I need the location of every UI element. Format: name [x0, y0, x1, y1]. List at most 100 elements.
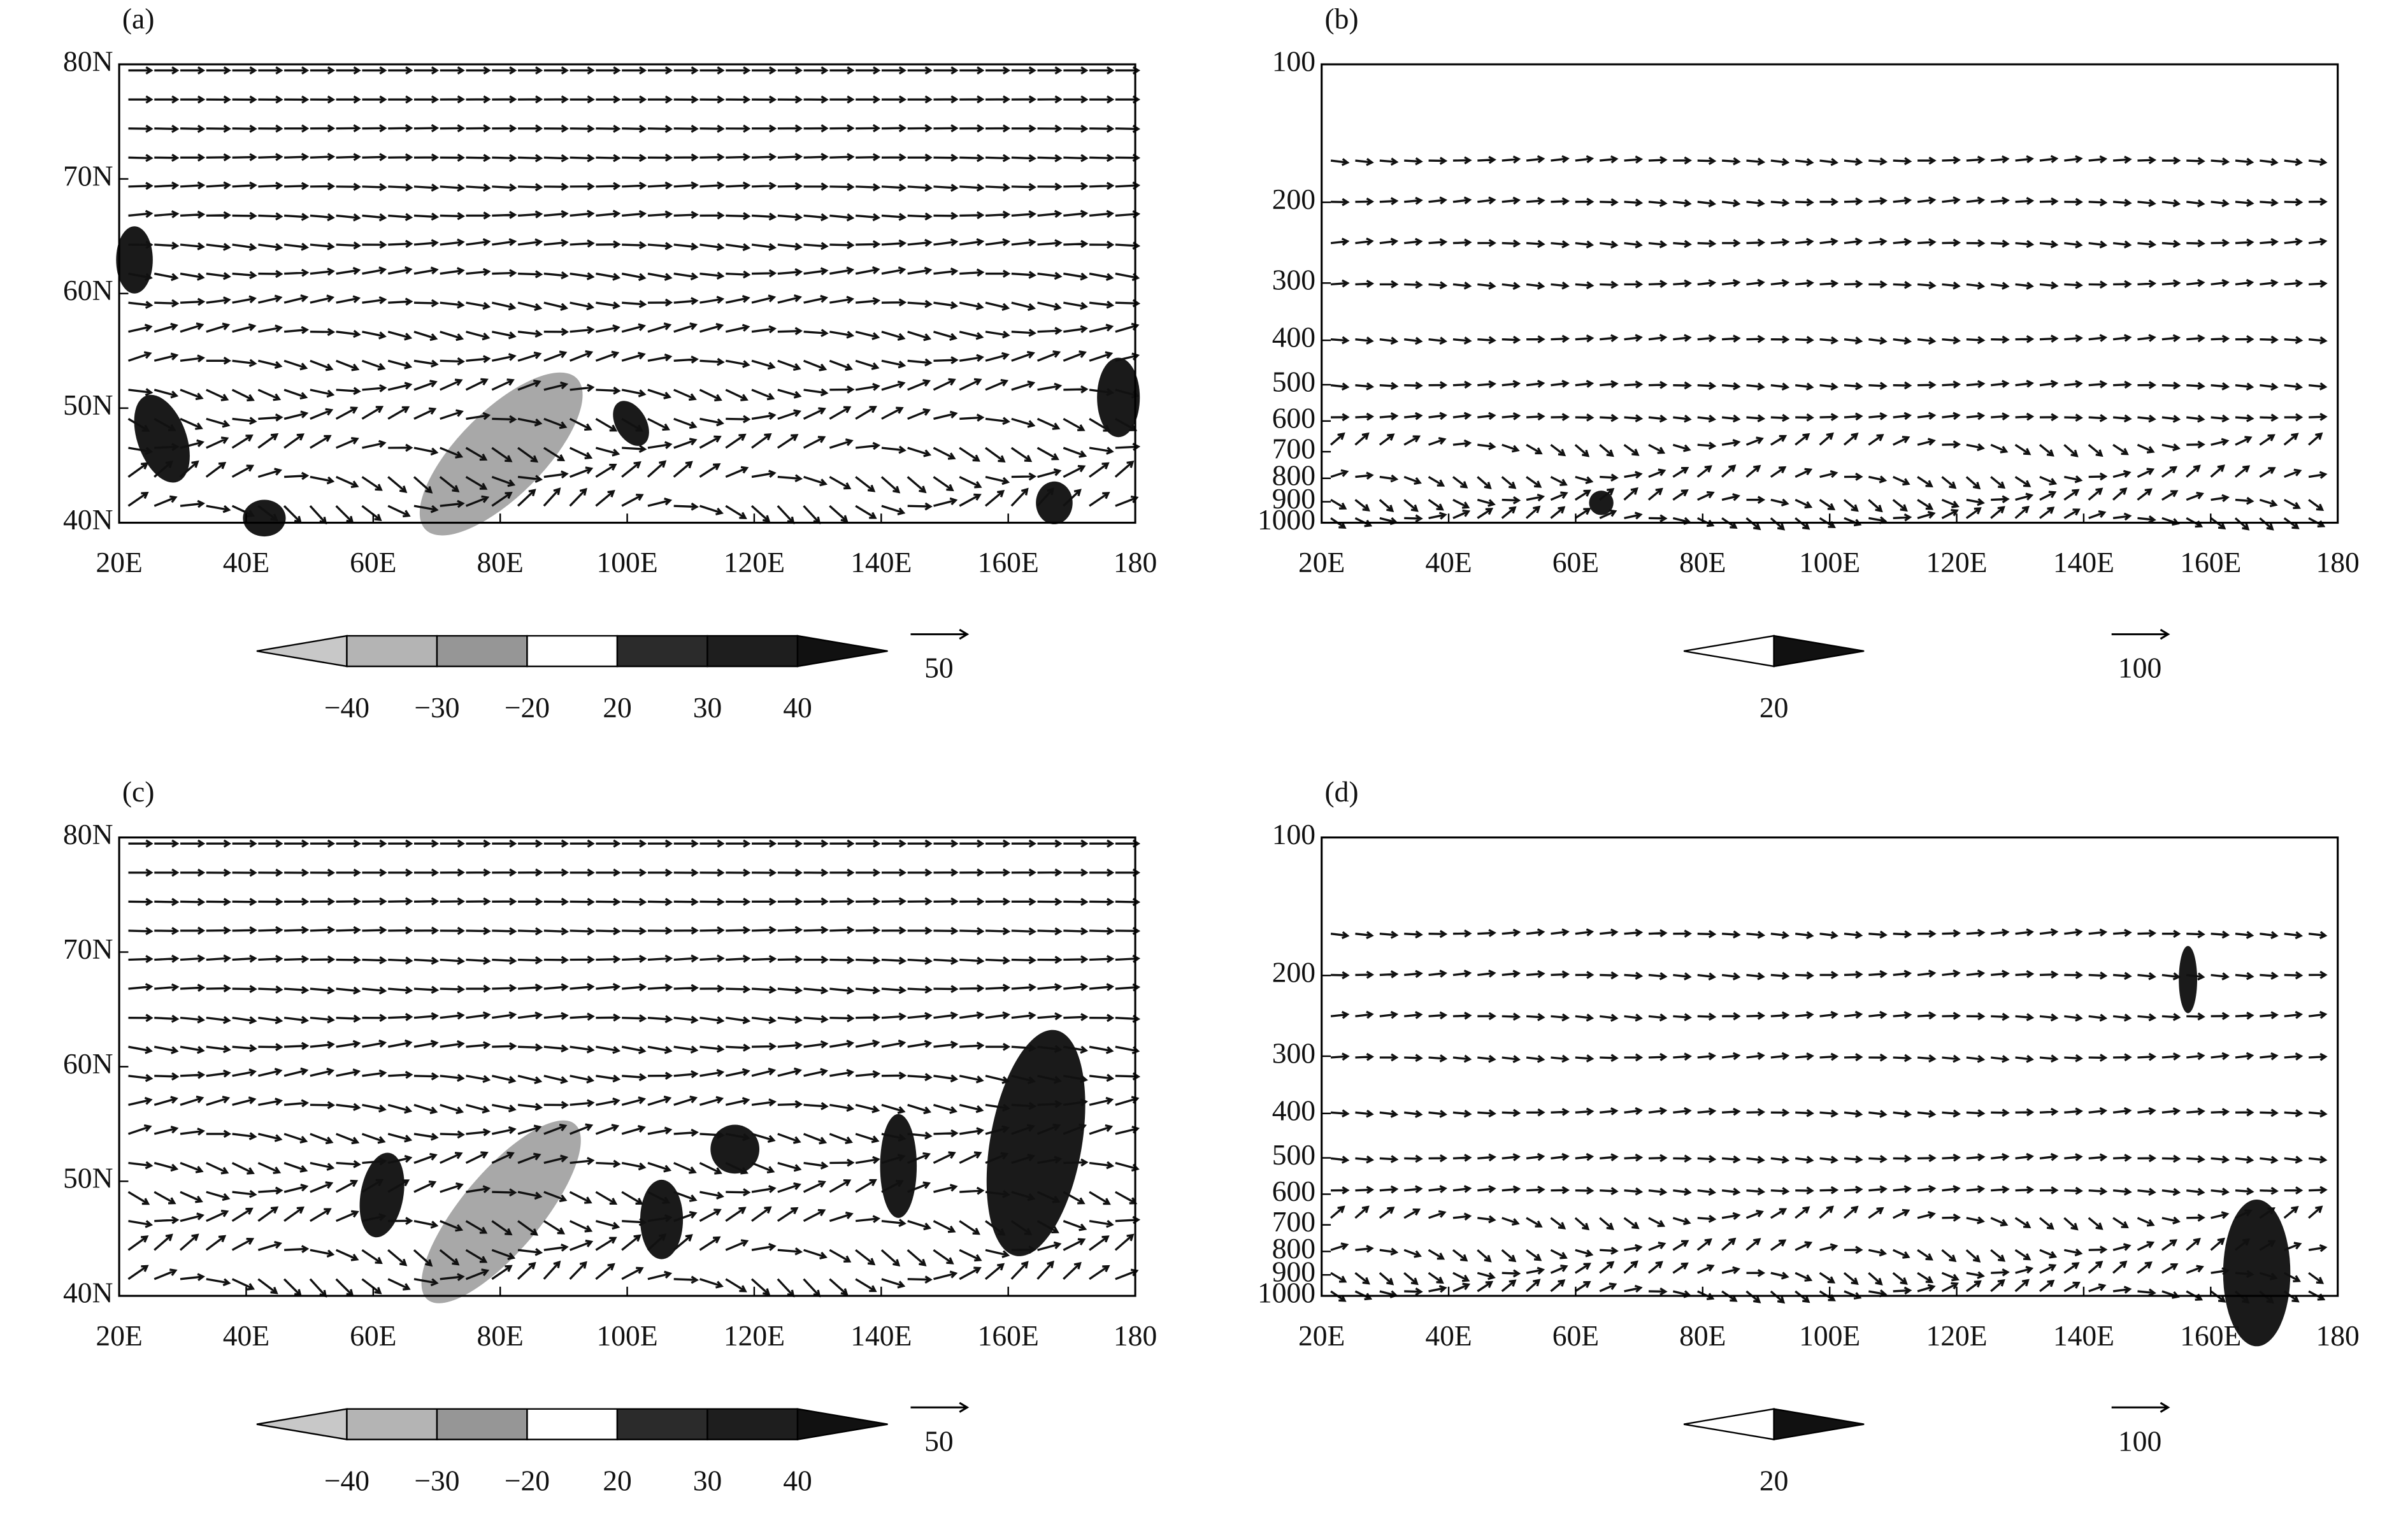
colorbar-label: −20	[505, 1465, 550, 1497]
plot-frame	[1321, 63, 2339, 524]
colorbar-segment	[616, 635, 708, 668]
x-tick-label: 100E	[596, 546, 657, 578]
shaded-area	[116, 226, 153, 294]
shaded-area	[1036, 481, 1073, 524]
panel: (c) 20E 40E 60E 80E 100E 120E 140E 160E 180 40N 50N…	[63, 775, 1157, 1497]
y-tick-label: 40N	[63, 503, 113, 536]
y-tick-label: 60N	[63, 274, 113, 306]
x-tick-label: 120E	[724, 1319, 785, 1352]
x-tick-label: 180	[2316, 546, 2359, 578]
x-tick-label: 160E	[2180, 1319, 2241, 1352]
y-tick-label: 40N	[63, 1277, 113, 1309]
colorbar-label: 20	[1759, 691, 1789, 724]
y-tick-label: 700	[1272, 1205, 1315, 1238]
panel-label: (b)	[1324, 2, 1358, 34]
panel-label: (d)	[1324, 775, 1358, 808]
x-tick-label: 120E	[1926, 1319, 1987, 1352]
x-tick-label: 40E	[223, 1319, 269, 1352]
y-tick-label: 800	[1272, 1232, 1315, 1265]
x-tick-label: 80E	[477, 1319, 523, 1352]
x-tick-label: 40E	[1425, 546, 1472, 578]
x-tick-label: 60E	[1552, 546, 1599, 578]
wind-vectors	[1329, 155, 2328, 531]
x-tick-label: 100E	[1799, 546, 1860, 578]
x-tick-label: 120E	[724, 546, 785, 578]
colorbar-segment	[796, 1408, 888, 1441]
shaded-area	[243, 499, 286, 537]
y-tick-label: 1000	[1258, 1277, 1315, 1309]
y-tick-label: 500	[1272, 1138, 1315, 1171]
x-tick-label: 120E	[1926, 546, 1987, 578]
x-tick-label: 20E	[1298, 546, 1345, 578]
colorbar-label: 20	[603, 1465, 632, 1497]
plot-frame	[118, 836, 1136, 1297]
reference-vector-label: 100	[2118, 1424, 2161, 1457]
colorbar-label: −30	[414, 691, 459, 724]
panel: (d) 20E 40E 60E 80E 100E 120E 140E 160E 180 100 200…	[1258, 775, 2360, 1497]
colorbar-segment	[1773, 635, 1865, 668]
y-tick-label: 70N	[63, 933, 113, 965]
y-tick-label: 50N	[63, 389, 113, 421]
shaded-area	[421, 1120, 581, 1303]
x-tick-label: 180	[1114, 546, 1157, 578]
plot-frame	[1321, 836, 2339, 1297]
reference-vector	[910, 1402, 970, 1413]
shaded-area	[2223, 1200, 2291, 1347]
colorbar-segment	[346, 635, 438, 668]
y-tick-label: 100	[1272, 818, 1315, 850]
x-tick-label: 160E	[978, 546, 1039, 578]
colorbar-label: 40	[783, 691, 812, 724]
colorbar-segment	[436, 635, 528, 668]
x-tick-label: 20E	[1298, 1319, 1345, 1352]
reference-vector	[910, 629, 970, 640]
colorbar-segment	[346, 1408, 438, 1440]
x-tick-label: 20E	[96, 1319, 142, 1352]
colorbar-segment	[706, 635, 799, 668]
panel: (a) 20E 40E 60E 80E 100E 120E 140E 160E 180 40N 50N…	[63, 2, 1157, 724]
colorbar-segment	[796, 635, 888, 668]
reference-vector-label: 100	[2118, 652, 2161, 684]
colorbar-segment	[706, 1408, 799, 1440]
colorbar-label: 40	[783, 1465, 812, 1497]
x-tick-label: 180	[1114, 1319, 1157, 1352]
x-tick-label: 40E	[223, 546, 269, 578]
x-tick-label: 80E	[1679, 1319, 1726, 1352]
y-tick-label: 70N	[63, 159, 113, 192]
x-tick-label: 140E	[850, 546, 912, 578]
panel-label: (a)	[122, 2, 155, 34]
y-tick-label: 900	[1272, 482, 1315, 515]
y-tick-label: 500	[1272, 365, 1315, 398]
y-tick-label: 60N	[63, 1047, 113, 1080]
shaded-area	[2179, 945, 2198, 1014]
x-tick-label: 100E	[1799, 1319, 1860, 1352]
wind-vectors	[127, 66, 1141, 525]
y-tick-label: 1000	[1258, 503, 1315, 536]
colorbar-segment	[1773, 1408, 1865, 1441]
shaded-area	[986, 1029, 1086, 1256]
x-tick-label: 40E	[1425, 1319, 1472, 1352]
colorbar-segment	[256, 635, 348, 668]
y-tick-label: 400	[1272, 1094, 1315, 1126]
plot-frame	[118, 63, 1136, 524]
y-tick-label: 800	[1272, 459, 1315, 491]
x-tick-label: 140E	[2053, 1319, 2114, 1352]
y-tick-label: 200	[1272, 183, 1315, 215]
shaded-area	[880, 1114, 917, 1218]
colorbar-segment	[526, 635, 619, 668]
shaded-area	[1589, 491, 1614, 515]
shaded-area	[1097, 357, 1140, 438]
x-tick-label: 80E	[477, 546, 523, 578]
colorbar-segment	[526, 1408, 619, 1440]
x-tick-label: 80E	[1679, 546, 1726, 578]
colorbar-segment	[1683, 1408, 1775, 1441]
colorbar-segment	[616, 1408, 708, 1440]
colorbar-label: 20	[1759, 1465, 1789, 1497]
colorbar-label: 30	[693, 691, 722, 724]
y-tick-label: 80N	[63, 45, 113, 77]
y-tick-label: 80N	[63, 818, 113, 850]
y-tick-label: 600	[1272, 1175, 1315, 1207]
reference-vector	[2111, 629, 2170, 640]
x-tick-label: 180	[2316, 1319, 2359, 1352]
y-tick-label: 600	[1272, 401, 1315, 434]
colorbar-segment	[436, 1408, 528, 1440]
